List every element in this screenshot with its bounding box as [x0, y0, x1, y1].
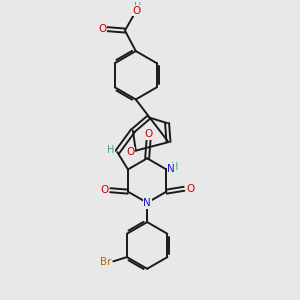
- Text: H: H: [134, 2, 141, 12]
- Text: Br: Br: [100, 257, 111, 267]
- Text: H: H: [107, 145, 115, 155]
- Text: N: N: [143, 198, 151, 208]
- Text: O: O: [100, 185, 108, 195]
- Text: O: O: [186, 184, 194, 194]
- Text: O: O: [98, 24, 106, 34]
- Text: O: O: [132, 6, 140, 16]
- Text: H: H: [171, 162, 178, 172]
- Text: N: N: [167, 164, 175, 174]
- Text: O: O: [127, 147, 135, 157]
- Text: O: O: [145, 129, 153, 139]
